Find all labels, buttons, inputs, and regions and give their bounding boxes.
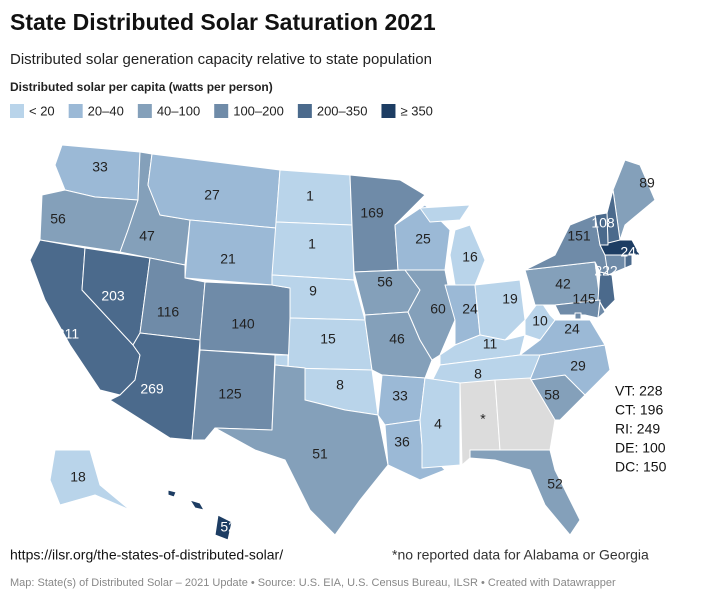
state	[574, 312, 582, 320]
value-label: 52	[547, 476, 563, 492]
legend-label: < 20	[29, 103, 55, 118]
legend-label: 200–350	[317, 103, 368, 118]
subtitle: Distributed solar generation capacity re…	[10, 51, 432, 68]
state	[167, 489, 233, 541]
state-no-data	[494, 377, 556, 451]
url: https://ilsr.org/the-states-of-distribut…	[10, 547, 283, 563]
value-label: 9	[309, 283, 317, 299]
footnote: *no reported data for Alabama or Georgia	[392, 547, 649, 563]
value-label: 24	[564, 321, 580, 337]
state	[469, 449, 581, 536]
value-label: 521	[220, 519, 244, 535]
value-label: 269	[140, 381, 164, 397]
legend: < 20 20–40 40–100 100–200 200–350 ≥ 350	[10, 103, 433, 118]
value-label: 116	[157, 304, 180, 320]
value-label: 89	[639, 175, 655, 191]
state	[49, 449, 131, 511]
value-label: 311	[57, 326, 80, 342]
value-label: 145	[572, 291, 596, 307]
value-label: 19	[502, 291, 518, 307]
value-label: 125	[218, 386, 242, 402]
value-label: 8	[474, 366, 482, 382]
value-label: 169	[360, 205, 384, 221]
value-label: 56	[50, 211, 66, 227]
value-label: 29	[570, 358, 586, 374]
state	[439, 334, 526, 366]
legend-swatch	[297, 104, 312, 118]
value-label: 10	[532, 313, 548, 329]
legend-swatch	[381, 104, 396, 118]
labels: 3356311203472721116269140125119158511695…	[50, 159, 666, 535]
source: Map: State(s) of Distributed Solar – 202…	[10, 577, 616, 589]
value-label: 16	[462, 249, 478, 265]
value-label: 24	[462, 301, 478, 317]
value-label: 4	[434, 416, 442, 432]
legend-swatch	[214, 104, 229, 118]
legend-swatch	[10, 104, 24, 118]
value-label: 25	[415, 231, 431, 247]
state	[214, 364, 389, 536]
note-label: RI: 249	[615, 421, 660, 437]
note-label: CT: 196	[615, 402, 663, 418]
state	[474, 279, 526, 341]
value-label: 60	[430, 301, 446, 317]
legend-label: 100–200	[233, 103, 284, 118]
note-label: DC: 150	[615, 459, 667, 475]
value-label: 42	[555, 276, 571, 292]
value-label: 36	[394, 434, 410, 450]
value-label: 27	[204, 187, 220, 203]
value-label: 11	[483, 336, 498, 352]
value-label: 108	[591, 215, 615, 231]
state	[597, 301, 606, 319]
title: State Distributed Solar Saturation 2021	[10, 9, 436, 35]
value-label: 1	[306, 188, 314, 204]
value-label: 8	[336, 377, 344, 393]
note-label: DE: 100	[615, 440, 666, 456]
value-label: 222	[594, 263, 618, 279]
value-label: 18	[70, 469, 86, 485]
value-label: 58	[544, 387, 560, 403]
value-label: 151	[567, 228, 591, 244]
value-label: 140	[231, 316, 255, 332]
value-label: 33	[392, 388, 408, 404]
legend-label: 20–40	[88, 103, 124, 118]
note-label: VT: 228	[615, 383, 663, 399]
value-label: 249	[620, 244, 644, 260]
legend-swatch	[68, 104, 83, 118]
value-label: 203	[101, 288, 125, 304]
value-label: 47	[139, 228, 155, 244]
map	[29, 144, 656, 541]
state	[624, 254, 633, 269]
legend-swatch	[137, 104, 152, 118]
legend-label: ≥ 350	[400, 103, 432, 118]
value-label: 33	[92, 159, 108, 175]
value-label: 56	[377, 274, 393, 290]
value-label: 1	[308, 236, 316, 252]
value-label: 46	[389, 331, 405, 347]
no-data-label: *	[480, 411, 486, 427]
legend-title: Distributed solar per capita (watts per …	[10, 80, 273, 94]
value-label: 15	[320, 331, 336, 347]
value-label: 51	[312, 446, 328, 462]
state	[554, 299, 601, 319]
state	[594, 212, 609, 246]
value-label: 21	[220, 251, 236, 267]
legend-label: 40–100	[157, 103, 200, 118]
state	[275, 169, 353, 226]
